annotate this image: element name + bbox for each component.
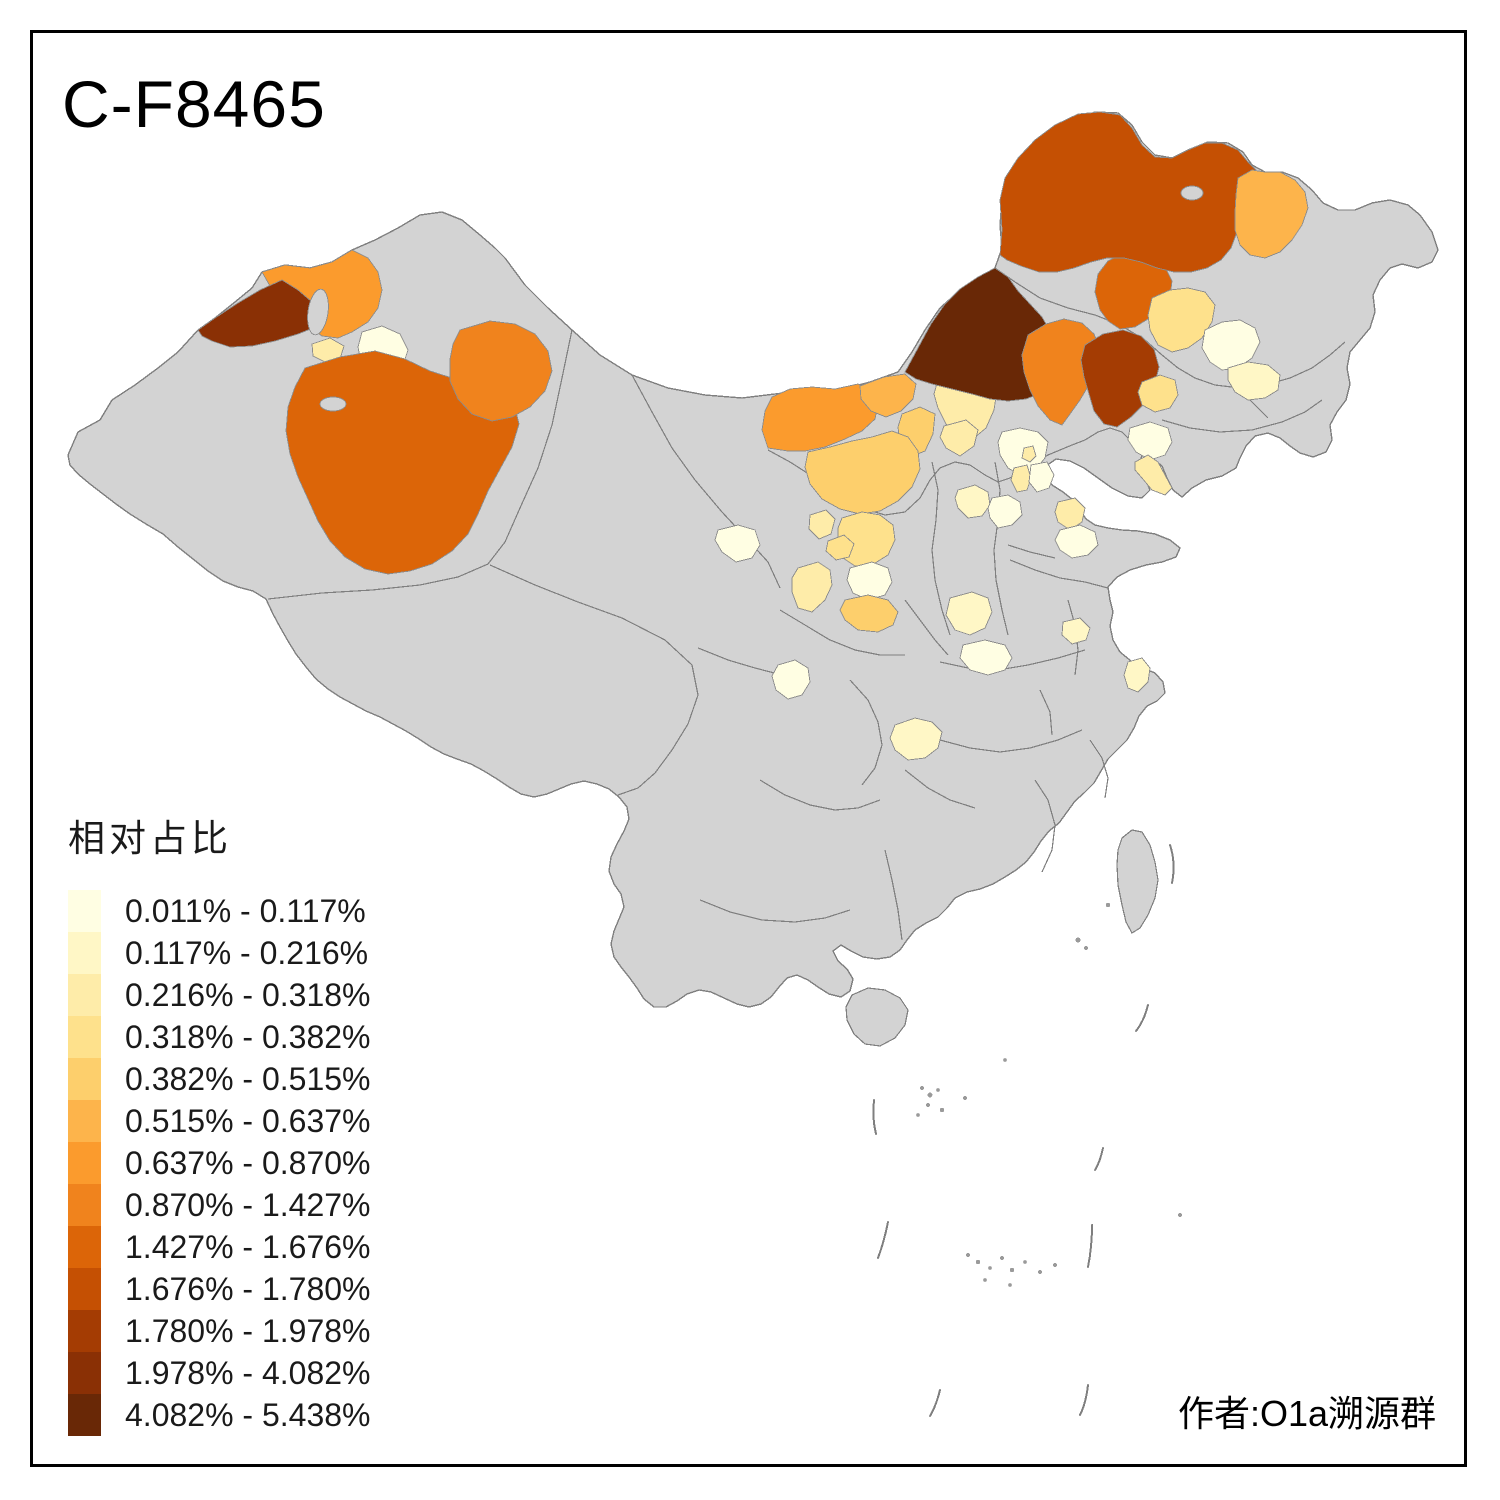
legend-swatch-11	[68, 1310, 101, 1352]
legend-swatch-5	[68, 1058, 101, 1100]
legend-row-8: 0.870% - 1.427%	[68, 1184, 371, 1226]
legend-label-7: 0.637% - 0.870%	[125, 1145, 371, 1181]
taiwan-island	[1116, 829, 1159, 934]
legend-swatch-7	[68, 1142, 101, 1184]
legend-row-11: 1.780% - 1.978%	[68, 1310, 371, 1352]
legend: 相对占比 0.011% - 0.117% 0.117% - 0.216% 0.216…	[68, 808, 371, 1436]
legend-label-11: 1.780% - 1.978%	[125, 1313, 371, 1349]
legend-swatch-3	[68, 974, 101, 1016]
region-ordos	[804, 430, 921, 515]
region-heihe	[1234, 169, 1309, 259]
legend-swatch-13	[68, 1394, 101, 1436]
region-chifeng	[1021, 318, 1101, 426]
region-suihua	[1201, 319, 1261, 371]
region-yichang	[889, 717, 943, 761]
legend-label-8: 0.870% - 1.427%	[125, 1187, 371, 1223]
legend-label-12: 1.978% - 4.082%	[125, 1355, 371, 1391]
legend-entries: 0.011% - 0.117% 0.117% - 0.216% 0.216% - 0…	[68, 890, 371, 1436]
legend-row-1: 0.011% - 0.117%	[68, 890, 371, 932]
legend-row-2: 0.117% - 0.216%	[68, 932, 371, 974]
region-lanzhou	[714, 524, 761, 563]
region-qiqihar	[1147, 287, 1216, 353]
legend-row-3: 0.216% - 0.318%	[68, 974, 371, 1016]
region-beijing-enclave	[1021, 445, 1037, 463]
region-zhengzhou	[945, 591, 993, 636]
legend-label-13: 4.082% - 5.438%	[125, 1397, 371, 1433]
region-tianjin	[1028, 461, 1055, 493]
region-hami	[449, 320, 553, 422]
legend-label-4: 0.318% - 0.382%	[125, 1019, 371, 1055]
author-credit: 作者:O1a溯源群	[1178, 1393, 1437, 1434]
legend-swatch-6	[68, 1100, 101, 1142]
choropleth-regions	[197, 111, 1309, 761]
legend-label-3: 0.216% - 0.318%	[125, 977, 371, 1013]
region-xian	[846, 561, 893, 601]
legend-swatch-4	[68, 1016, 101, 1058]
legend-row-12: 1.978% - 4.082%	[68, 1352, 371, 1394]
region-bayannur	[859, 373, 917, 418]
bosten-lake	[319, 396, 347, 412]
legend-row-9: 1.427% - 1.676%	[68, 1226, 371, 1268]
nine-dash-line	[872, 844, 1175, 1417]
region-huainan	[1061, 617, 1091, 645]
legend-swatch-8	[68, 1184, 101, 1226]
hulun-lake	[1180, 185, 1204, 201]
legend-label-5: 0.382% - 0.515%	[125, 1061, 371, 1097]
region-tongliao	[1080, 329, 1160, 428]
legend-label-10: 1.676% - 1.780%	[125, 1271, 371, 1307]
legend-label-6: 0.515% - 0.637%	[125, 1103, 371, 1139]
legend-swatch-9	[68, 1226, 101, 1268]
region-chengdu	[771, 659, 811, 700]
region-shijiazhuang	[987, 494, 1023, 529]
region-shanghai	[1123, 657, 1151, 693]
region-xinzhou	[954, 484, 991, 519]
region-zhangjiakou	[939, 419, 979, 457]
region-dalian	[1134, 454, 1173, 496]
legend-swatch-10	[68, 1268, 101, 1310]
region-wuzhong	[825, 534, 855, 561]
region-songyuan	[1137, 374, 1179, 413]
legend-swatch-2	[68, 932, 101, 974]
ulungur-lake	[307, 288, 329, 336]
legend-row-5: 0.382% - 0.515%	[68, 1058, 371, 1100]
legend-swatch-12	[68, 1352, 101, 1394]
lakes-and-enclaves	[307, 185, 1204, 412]
legend-row-6: 0.515% - 0.637%	[68, 1100, 371, 1142]
legend-label-9: 1.427% - 1.676%	[125, 1229, 371, 1265]
region-harbin	[1227, 361, 1281, 401]
legend-title: 相对占比	[68, 818, 232, 859]
region-weifang	[1054, 524, 1099, 559]
legend-label-1: 0.011% - 0.117%	[125, 893, 366, 929]
legend-swatch-1	[68, 890, 101, 932]
region-tianshui	[791, 561, 833, 613]
region-pingliang	[839, 594, 899, 633]
legend-row-10: 1.676% - 1.780%	[68, 1268, 371, 1310]
region-xinyang	[959, 639, 1013, 676]
legend-row-7: 0.637% - 0.870%	[68, 1142, 371, 1184]
legend-row-4: 0.318% - 0.382%	[68, 1016, 371, 1058]
hainan-island	[845, 987, 909, 1047]
legend-label-2: 0.117% - 0.216%	[125, 935, 369, 971]
region-langfang	[1010, 464, 1032, 493]
region-chaoyang	[1127, 421, 1173, 461]
region-yinchuan	[808, 509, 836, 540]
page-title: C-F8465	[62, 67, 326, 141]
sea-island-specks	[916, 902, 1182, 1287]
legend-row-13: 4.082% - 5.438%	[68, 1394, 371, 1436]
region-hulunbuir	[999, 111, 1257, 273]
